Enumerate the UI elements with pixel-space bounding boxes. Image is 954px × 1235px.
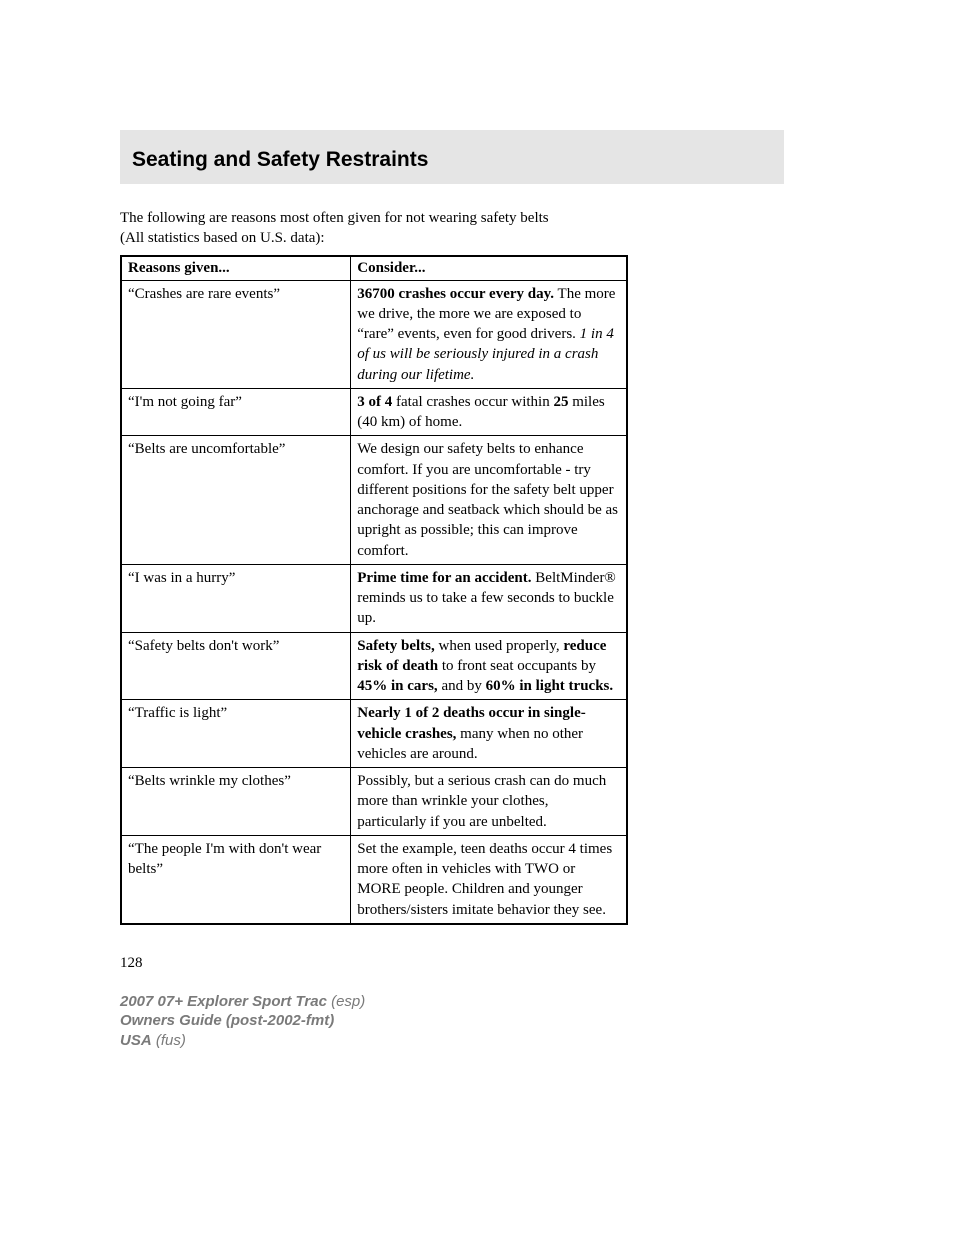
bold-text: 60% in light trucks. (486, 678, 614, 694)
section-header-bar: Seating and Safety Restraints (120, 130, 784, 184)
consider-cell: 3 of 4 fatal crashes occur within 25 mil… (351, 388, 627, 436)
reason-cell: “Crashes are rare events” (121, 280, 351, 388)
reasons-table: Reasons given... Consider... “Crashes ar… (120, 255, 628, 925)
footer-line-3: USA (fus) (120, 1031, 365, 1051)
table-row: “Belts wrinkle my clothes” Possibly, but… (121, 768, 627, 836)
body-text: Set the example, teen deaths occur 4 tim… (357, 841, 612, 918)
table-row: “Safety belts don't work” Safety belts, … (121, 632, 627, 700)
table-row: “I was in a hurry” Prime time for an acc… (121, 564, 627, 632)
table-row: “Traffic is light” Nearly 1 of 2 deaths … (121, 700, 627, 768)
reason-cell: “Traffic is light” (121, 700, 351, 768)
table-header-row: Reasons given... Consider... (121, 256, 627, 281)
reason-cell: “I'm not going far” (121, 388, 351, 436)
body-text: fatal crashes occur within (392, 394, 553, 410)
reason-cell: “I was in a hurry” (121, 564, 351, 632)
page-number: 128 (120, 955, 784, 972)
bold-text: 45% in cars, (357, 678, 437, 694)
footer-tail: (fus) (152, 1032, 186, 1049)
reason-cell: “Belts are uncomfortable” (121, 436, 351, 565)
bold-text: Safety belts, (357, 638, 435, 654)
intro-line-1: The following are reasons most often giv… (120, 210, 549, 226)
table-row: “Crashes are rare events” 36700 crashes … (121, 280, 627, 388)
bold-text: 25 (553, 394, 568, 410)
consider-cell: Safety belts, when used properly, reduce… (351, 632, 627, 700)
consider-cell: Set the example, teen deaths occur 4 tim… (351, 835, 627, 924)
consider-cell: Possibly, but a serious crash can do muc… (351, 768, 627, 836)
consider-cell: Prime time for an accident. BeltMinder® … (351, 564, 627, 632)
body-text: when used properly, (435, 638, 564, 654)
intro-text: The following are reasons most often giv… (120, 208, 784, 249)
footer-tail: (esp) (327, 993, 365, 1010)
consider-cell: 36700 crashes occur every day. The more … (351, 280, 627, 388)
col-header-consider: Consider... (351, 256, 627, 281)
body-text: and by (438, 678, 486, 694)
footer: 2007 07+ Explorer Sport Trac (esp) Owner… (120, 992, 365, 1051)
col-header-reasons: Reasons given... (121, 256, 351, 281)
footer-line-2: Owners Guide (post-2002-fmt) (120, 1011, 365, 1031)
consider-cell: We design our safety belts to enhance co… (351, 436, 627, 565)
reason-cell: “Belts wrinkle my clothes” (121, 768, 351, 836)
bold-text: Prime time for an accident. (357, 570, 531, 586)
footer-bold: Owners Guide (post-2002-fmt) (120, 1012, 334, 1029)
table-row: “I'm not going far” 3 of 4 fatal crashes… (121, 388, 627, 436)
footer-bold: USA (120, 1032, 152, 1049)
intro-line-2: (All statistics based on U.S. data): (120, 230, 325, 246)
table-row: “Belts are uncomfortable” We design our … (121, 436, 627, 565)
reason-cell: “Safety belts don't work” (121, 632, 351, 700)
table-row: “The people I'm with don't wear belts” S… (121, 835, 627, 924)
bold-text: 36700 crashes occur every day. (357, 286, 554, 302)
footer-line-1: 2007 07+ Explorer Sport Trac (esp) (120, 992, 365, 1012)
section-title: Seating and Safety Restraints (132, 148, 772, 172)
consider-cell: Nearly 1 of 2 deaths occur in single-veh… (351, 700, 627, 768)
footer-bold: 2007 07+ Explorer Sport Trac (120, 993, 327, 1010)
body-text: We design our safety belts to enhance co… (357, 441, 618, 558)
body-text: Possibly, but a serious crash can do muc… (357, 773, 606, 830)
bold-text: 3 of 4 (357, 394, 392, 410)
document-page: Seating and Safety Restraints The follow… (0, 0, 954, 1100)
reason-cell: “The people I'm with don't wear belts” (121, 835, 351, 924)
body-text: to front seat occupants by (438, 658, 596, 674)
